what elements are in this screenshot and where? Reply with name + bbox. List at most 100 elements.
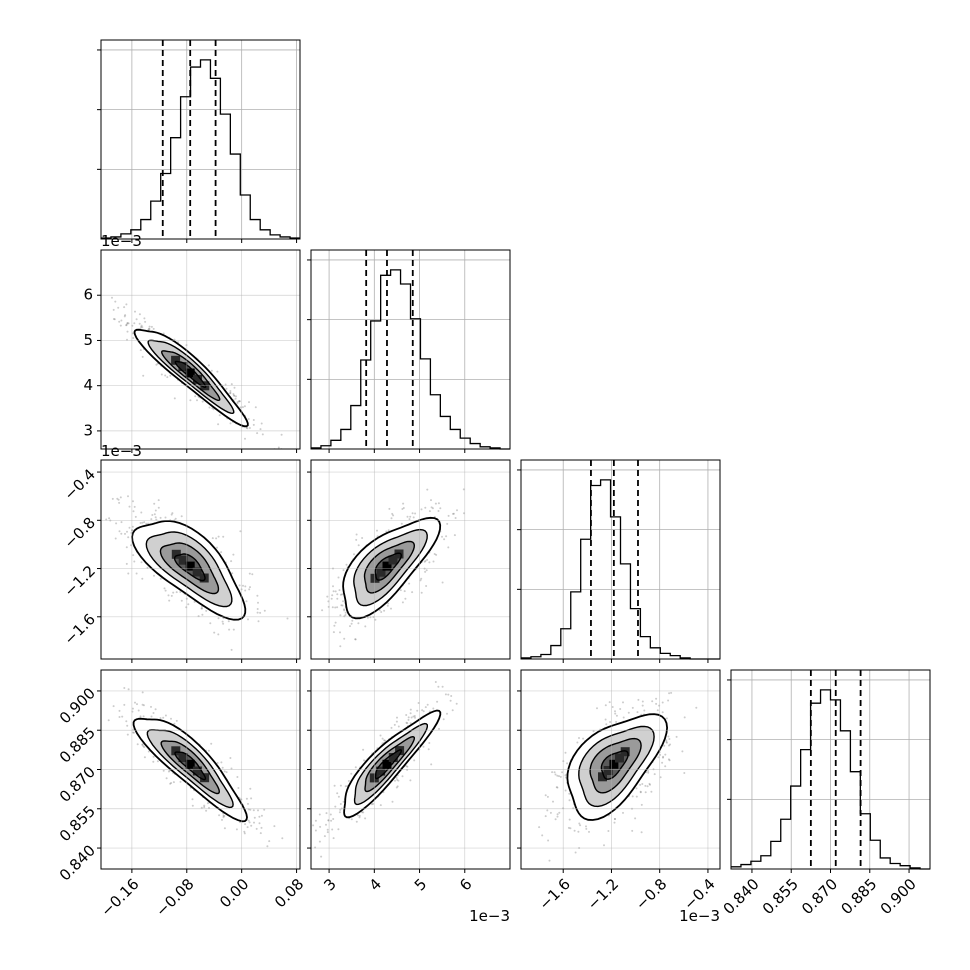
sample-point [125, 303, 128, 306]
sample-point [123, 687, 126, 689]
contour-line-2 [589, 737, 642, 794]
sample-point [318, 813, 321, 816]
sample-point [665, 717, 668, 720]
sample-point [409, 712, 412, 715]
sample-point [555, 786, 558, 789]
sample-point [140, 324, 143, 327]
sample-point [653, 773, 656, 776]
sample-point [210, 742, 213, 745]
sample-point [613, 821, 616, 824]
sample-point [167, 594, 170, 597]
sample-point [414, 716, 416, 719]
sample-point [336, 606, 339, 609]
sample-point [402, 507, 405, 509]
sample-point [657, 756, 660, 759]
sample-point [94, 501, 96, 503]
sample-point [416, 709, 419, 712]
sample-point [257, 809, 259, 812]
sample-point [433, 553, 436, 555]
panel-frame [310, 669, 511, 870]
sample-point [235, 828, 238, 831]
sample-point [234, 397, 237, 400]
sample-point [162, 332, 165, 335]
sample-point [419, 579, 422, 582]
sample-point [384, 739, 387, 742]
sample-point [120, 319, 123, 322]
sample-point [249, 586, 251, 589]
sample-point [170, 717, 172, 720]
sample-point [442, 718, 445, 721]
sample-point [251, 573, 254, 576]
sample-point [643, 709, 646, 712]
sample-point [258, 815, 261, 818]
sample-point [341, 593, 344, 596]
sample-point [639, 783, 642, 786]
sample-point [578, 737, 580, 739]
contour-line-2 [364, 735, 415, 793]
sample-point [350, 622, 353, 625]
panel-content [311, 460, 510, 659]
sample-point [263, 609, 266, 612]
sample-point [141, 577, 144, 580]
sample-point [233, 394, 236, 397]
sample-point [441, 535, 443, 538]
sample-point [250, 797, 253, 800]
panel-content [101, 250, 300, 449]
sample-point [388, 507, 391, 510]
sample-point [136, 703, 138, 706]
sample-point [253, 816, 256, 819]
sample-point [147, 750, 150, 753]
sample-point [445, 535, 448, 538]
sample-point [622, 716, 625, 719]
sample-point [125, 562, 128, 565]
sample-point [336, 792, 339, 795]
sample-point [200, 607, 203, 610]
sample-point [401, 508, 404, 510]
sample-point [405, 721, 408, 724]
sample-point [325, 823, 327, 826]
sample-point [357, 622, 360, 625]
y-tick-label-p1: 3 [83, 421, 93, 439]
sample-point [232, 393, 235, 395]
sample-point [132, 337, 135, 339]
density-core-block [598, 772, 607, 782]
sample-point [578, 822, 581, 825]
sample-point [363, 759, 365, 762]
sample-point [221, 818, 223, 821]
sample-point [123, 306, 126, 309]
sample-point [255, 827, 258, 830]
sample-point [437, 502, 440, 505]
panel-content [521, 670, 720, 869]
x-tick-label-p3: 0.840 [720, 875, 763, 918]
sample-point [118, 320, 121, 323]
sample-point [454, 517, 457, 519]
sample-point [134, 515, 137, 518]
sample-point [113, 318, 116, 321]
histogram-step-p0 [101, 59, 300, 239]
sample-point [223, 815, 226, 817]
sample-point [655, 697, 658, 700]
sample-point [334, 805, 337, 808]
sample-point [390, 726, 393, 729]
sample-point [650, 790, 653, 793]
sample-point [133, 322, 136, 325]
panel-frame [100, 669, 301, 870]
sample-point [191, 804, 194, 807]
histogram-frame-p1 [310, 249, 511, 450]
sample-point [641, 783, 644, 785]
sample-point [556, 813, 559, 816]
contour-line-1 [600, 750, 629, 780]
sample-point [406, 765, 409, 768]
sample-point [320, 855, 323, 858]
sample-point [205, 609, 208, 612]
sample-point [187, 603, 190, 606]
sample-point [337, 795, 340, 798]
sample-point [156, 760, 159, 763]
sample-point [344, 785, 347, 788]
sample-point [394, 779, 396, 782]
sample-point [355, 820, 358, 823]
sample-point [358, 814, 361, 817]
sample-point [551, 771, 554, 774]
sample-point [446, 522, 449, 525]
sample-point [142, 374, 145, 377]
